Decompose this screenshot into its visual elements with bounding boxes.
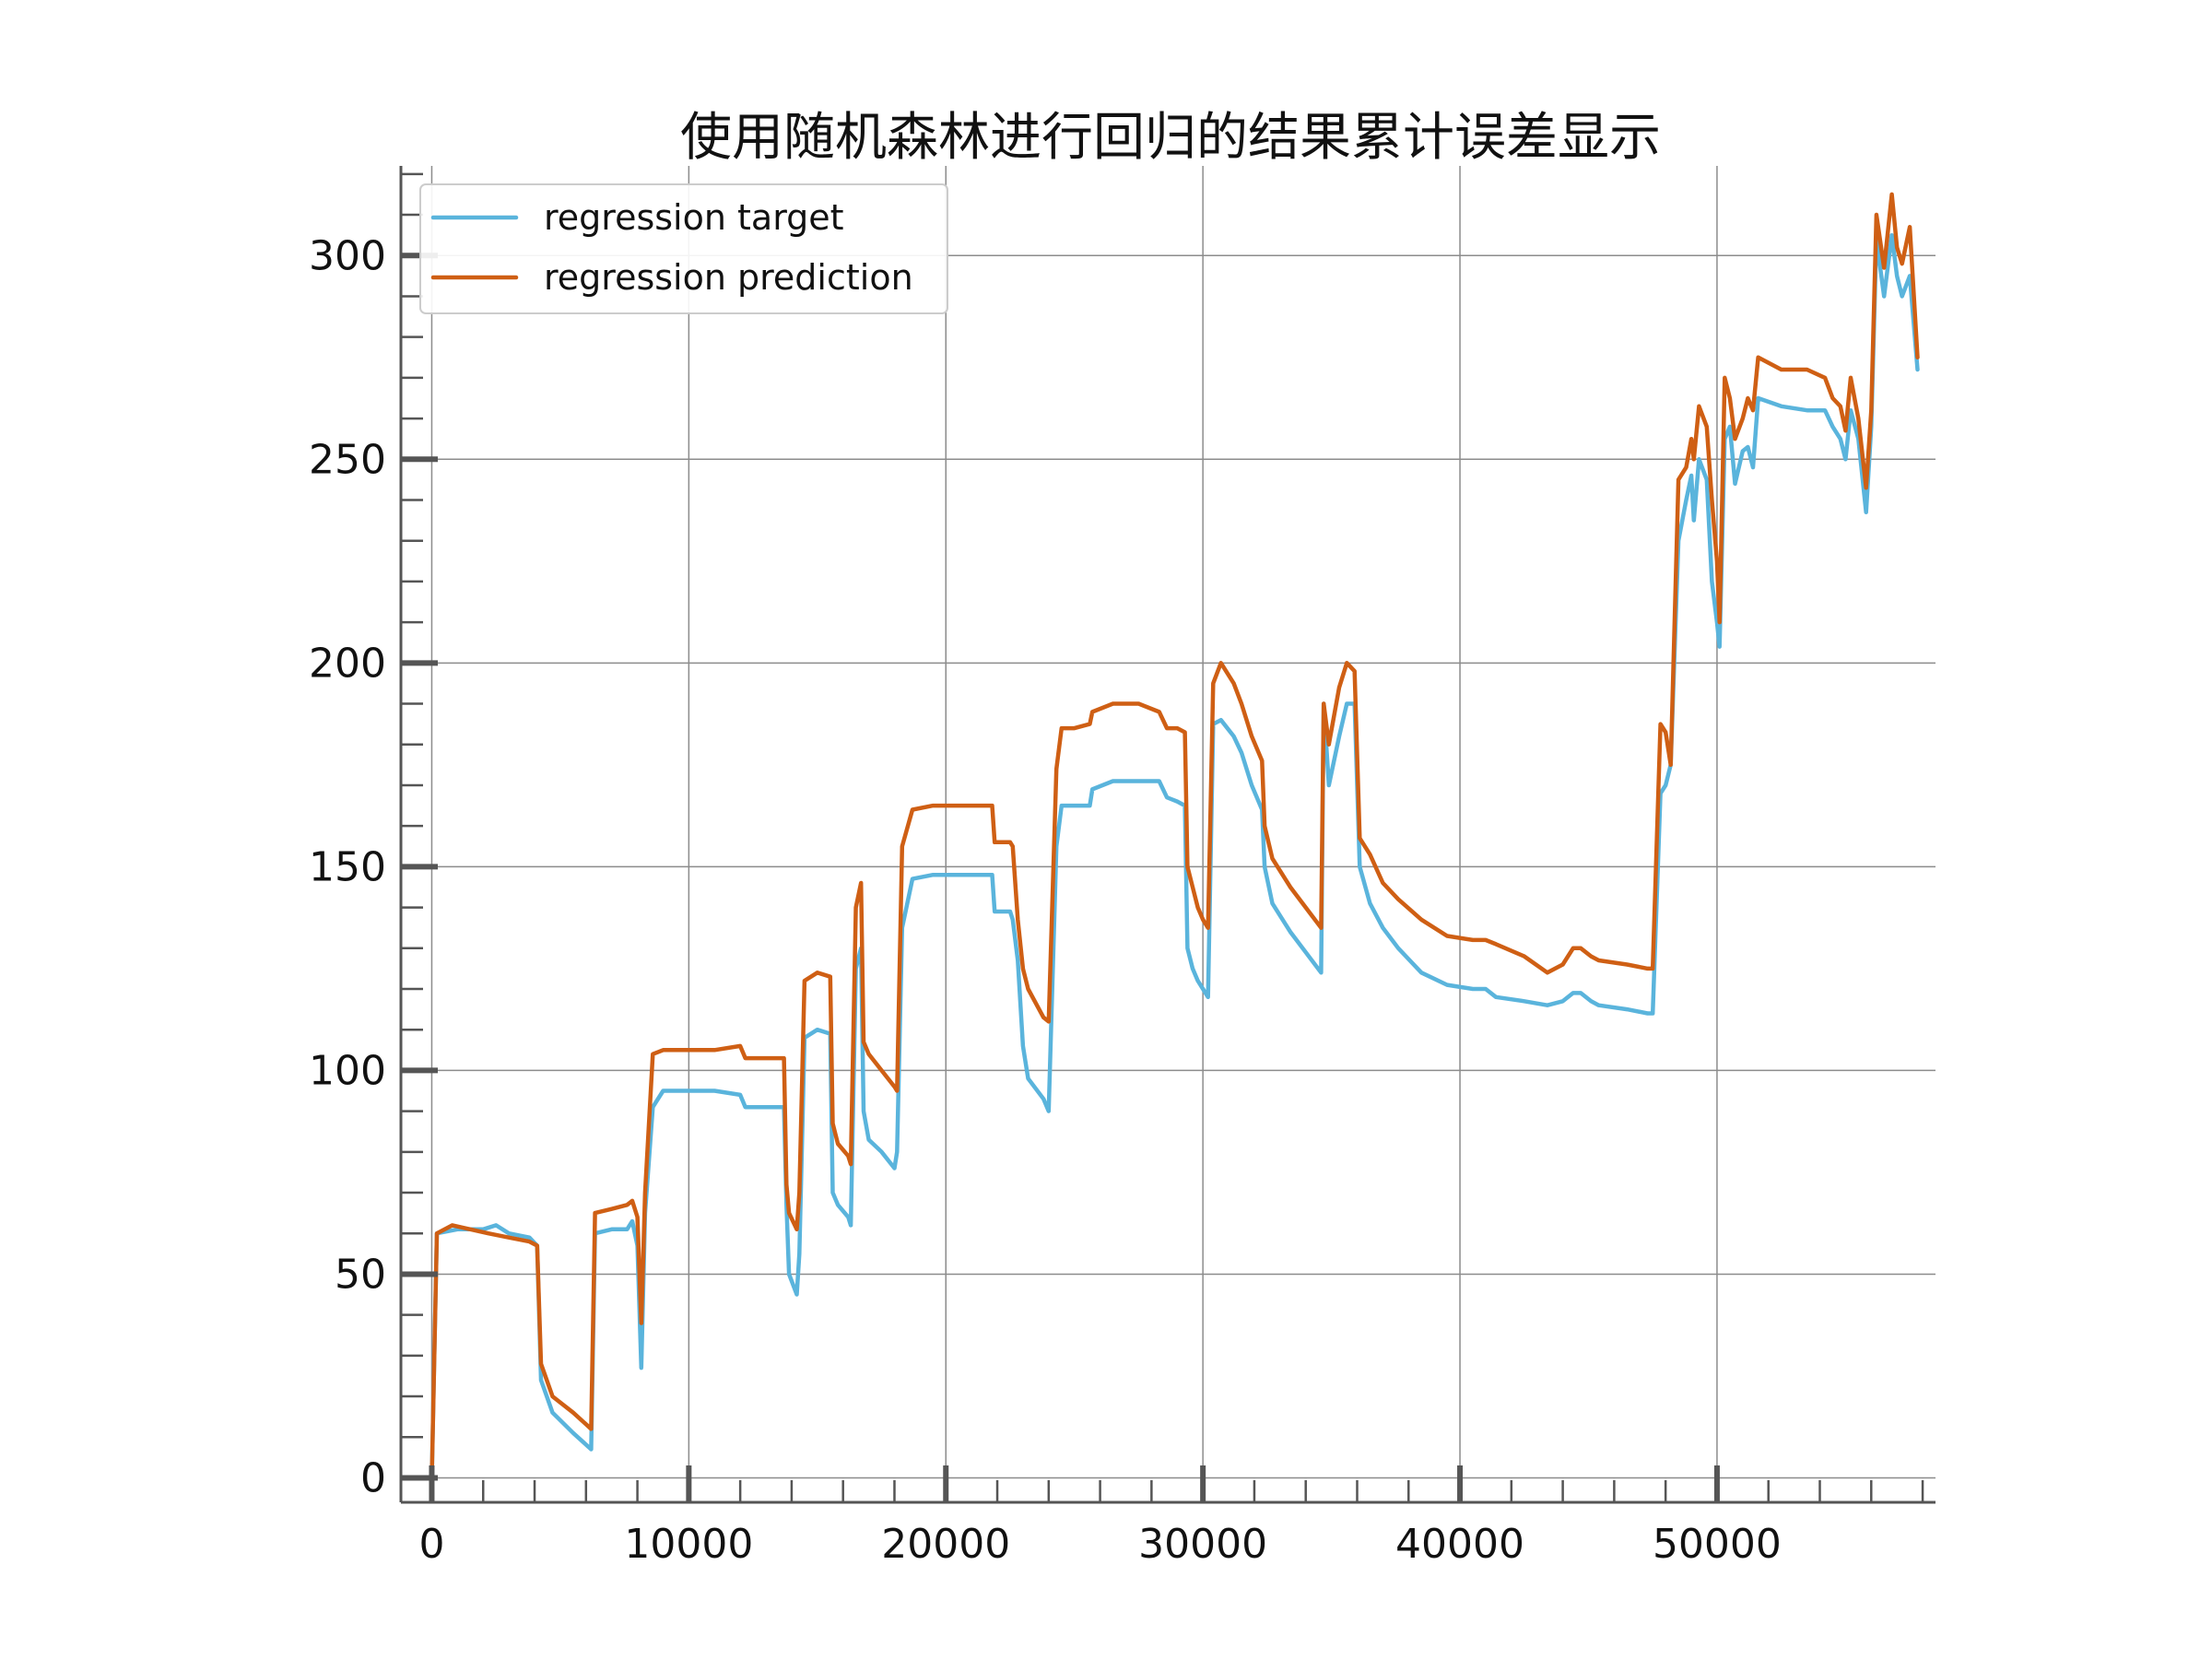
y-tick-label: 300 bbox=[309, 232, 386, 279]
y-tick-label: 200 bbox=[309, 640, 386, 687]
x-tick-label: 10000 bbox=[624, 1521, 753, 1568]
y-tick-label: 250 bbox=[309, 436, 386, 483]
y-tick-label: 150 bbox=[309, 843, 386, 890]
y-tick-label: 100 bbox=[309, 1047, 386, 1094]
series-line-regression-prediction bbox=[429, 192, 1920, 1480]
plot-area bbox=[429, 192, 1920, 1480]
axes: 0 50 100 150 200 250 300 0 10000 20000 30000 40000 5… bbox=[309, 166, 1936, 1568]
legend-box bbox=[419, 183, 948, 314]
grid bbox=[401, 166, 1936, 1502]
y-tick-label: 0 bbox=[360, 1454, 386, 1501]
legend-label-regression-prediction: regression prediction bbox=[544, 257, 913, 298]
x-tick-label: 0 bbox=[418, 1521, 444, 1568]
x-tick-label: 20000 bbox=[881, 1521, 1010, 1568]
legend: regression target regression prediction bbox=[419, 183, 948, 314]
x-tick-label: 30000 bbox=[1138, 1521, 1267, 1568]
series-line-regression-target bbox=[429, 232, 1920, 1480]
y-tick-label: 50 bbox=[335, 1251, 386, 1298]
chart-title: 使用随机森林进行回归的结果累计误差显示 bbox=[680, 108, 1661, 168]
legend-label-regression-target: regression target bbox=[544, 197, 844, 238]
x-tick-label: 50000 bbox=[1653, 1521, 1782, 1568]
x-tick-label: 40000 bbox=[1395, 1521, 1524, 1568]
